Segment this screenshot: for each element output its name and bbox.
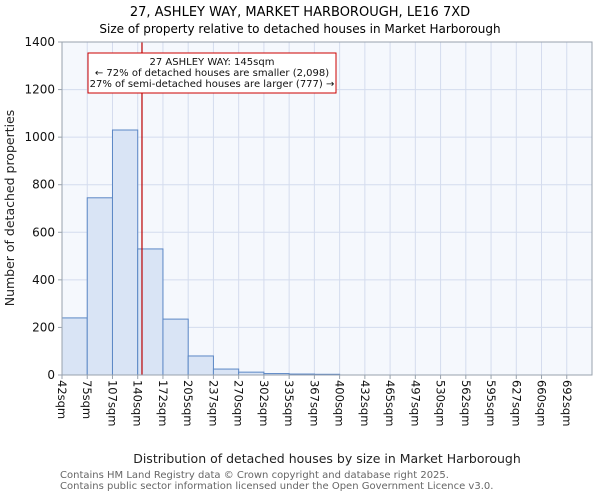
- histogram-bar: [61, 317, 88, 376]
- x-axis-label: Distribution of detached houses by size …: [133, 451, 521, 466]
- y-tick-label: 0: [47, 368, 55, 382]
- y-axis-label: Number of detached properties: [2, 110, 17, 307]
- chart-title: 27, ASHLEY WAY, MARKET HARBOROUGH, LE16 …: [129, 5, 471, 20]
- footer-line-1: Contains HM Land Registry data © Crown c…: [60, 470, 449, 481]
- x-tick-label: 107sqm: [105, 380, 119, 426]
- x-tick-label: 465sqm: [383, 380, 397, 426]
- x-tick-label: 627sqm: [509, 380, 523, 426]
- x-tick-label: 432sqm: [358, 380, 372, 426]
- x-tick-label: 595sqm: [484, 380, 498, 426]
- histogram-bar: [86, 197, 113, 376]
- y-tick-label: 1000: [24, 130, 55, 144]
- x-tick-label: 400sqm: [333, 380, 347, 426]
- annotation-smaller: ← 72% of detached houses are smaller (2,…: [95, 68, 329, 79]
- x-tick-label: 497sqm: [408, 380, 422, 426]
- license-footer: Contains HM Land Registry data © Crown c…: [60, 470, 493, 492]
- x-tick-label: 367sqm: [307, 380, 321, 426]
- x-tick-labels: 42sqm 75sqm 107sqm 140sqm 172sqm 205sqm 237sqm…: [55, 380, 574, 426]
- x-tick-label: 237sqm: [206, 380, 220, 426]
- footer-line-2: Contains public sector information licen…: [60, 481, 494, 492]
- y-tick-label: 1200: [24, 83, 55, 97]
- y-tick-label: 800: [32, 178, 55, 192]
- x-tick-label: 172sqm: [156, 380, 170, 426]
- chart-subtitle: Size of property relative to detached ho…: [99, 22, 501, 36]
- x-tick-label: 205sqm: [181, 380, 195, 426]
- y-tick-label: 400: [32, 273, 55, 287]
- y-tick-labels: 0 200 400 600 800 1000 1200 1400: [24, 35, 55, 382]
- x-tick-label: 562sqm: [459, 380, 473, 426]
- x-tick-label: 42sqm: [55, 380, 69, 419]
- x-tick-label: 530sqm: [434, 380, 448, 426]
- y-tick-label: 600: [32, 225, 55, 239]
- y-tick-label: 1400: [24, 35, 55, 49]
- x-tick-label: 270sqm: [232, 380, 246, 426]
- x-tick-label: 335sqm: [282, 380, 296, 426]
- annotation-box: [87, 52, 337, 94]
- x-tick-label: 692sqm: [560, 380, 574, 426]
- annotation-title: 27 ASHLEY WAY: 145sqm: [150, 57, 275, 68]
- x-tick-label: 302sqm: [257, 380, 271, 426]
- x-tick-label: 140sqm: [131, 380, 145, 426]
- annotation-larger: 27% of semi-detached houses are larger (…: [90, 79, 335, 90]
- histogram-bar: [162, 318, 189, 376]
- plot-border: [61, 41, 593, 376]
- x-tick-label: 660sqm: [535, 380, 549, 426]
- x-tick-label: 75sqm: [80, 380, 94, 419]
- axis-ticks: [58, 41, 568, 379]
- histogram-bar: [212, 368, 240, 376]
- histogram-bar: [111, 129, 139, 376]
- histogram-bar: [187, 355, 214, 376]
- y-tick-label: 200: [32, 320, 55, 334]
